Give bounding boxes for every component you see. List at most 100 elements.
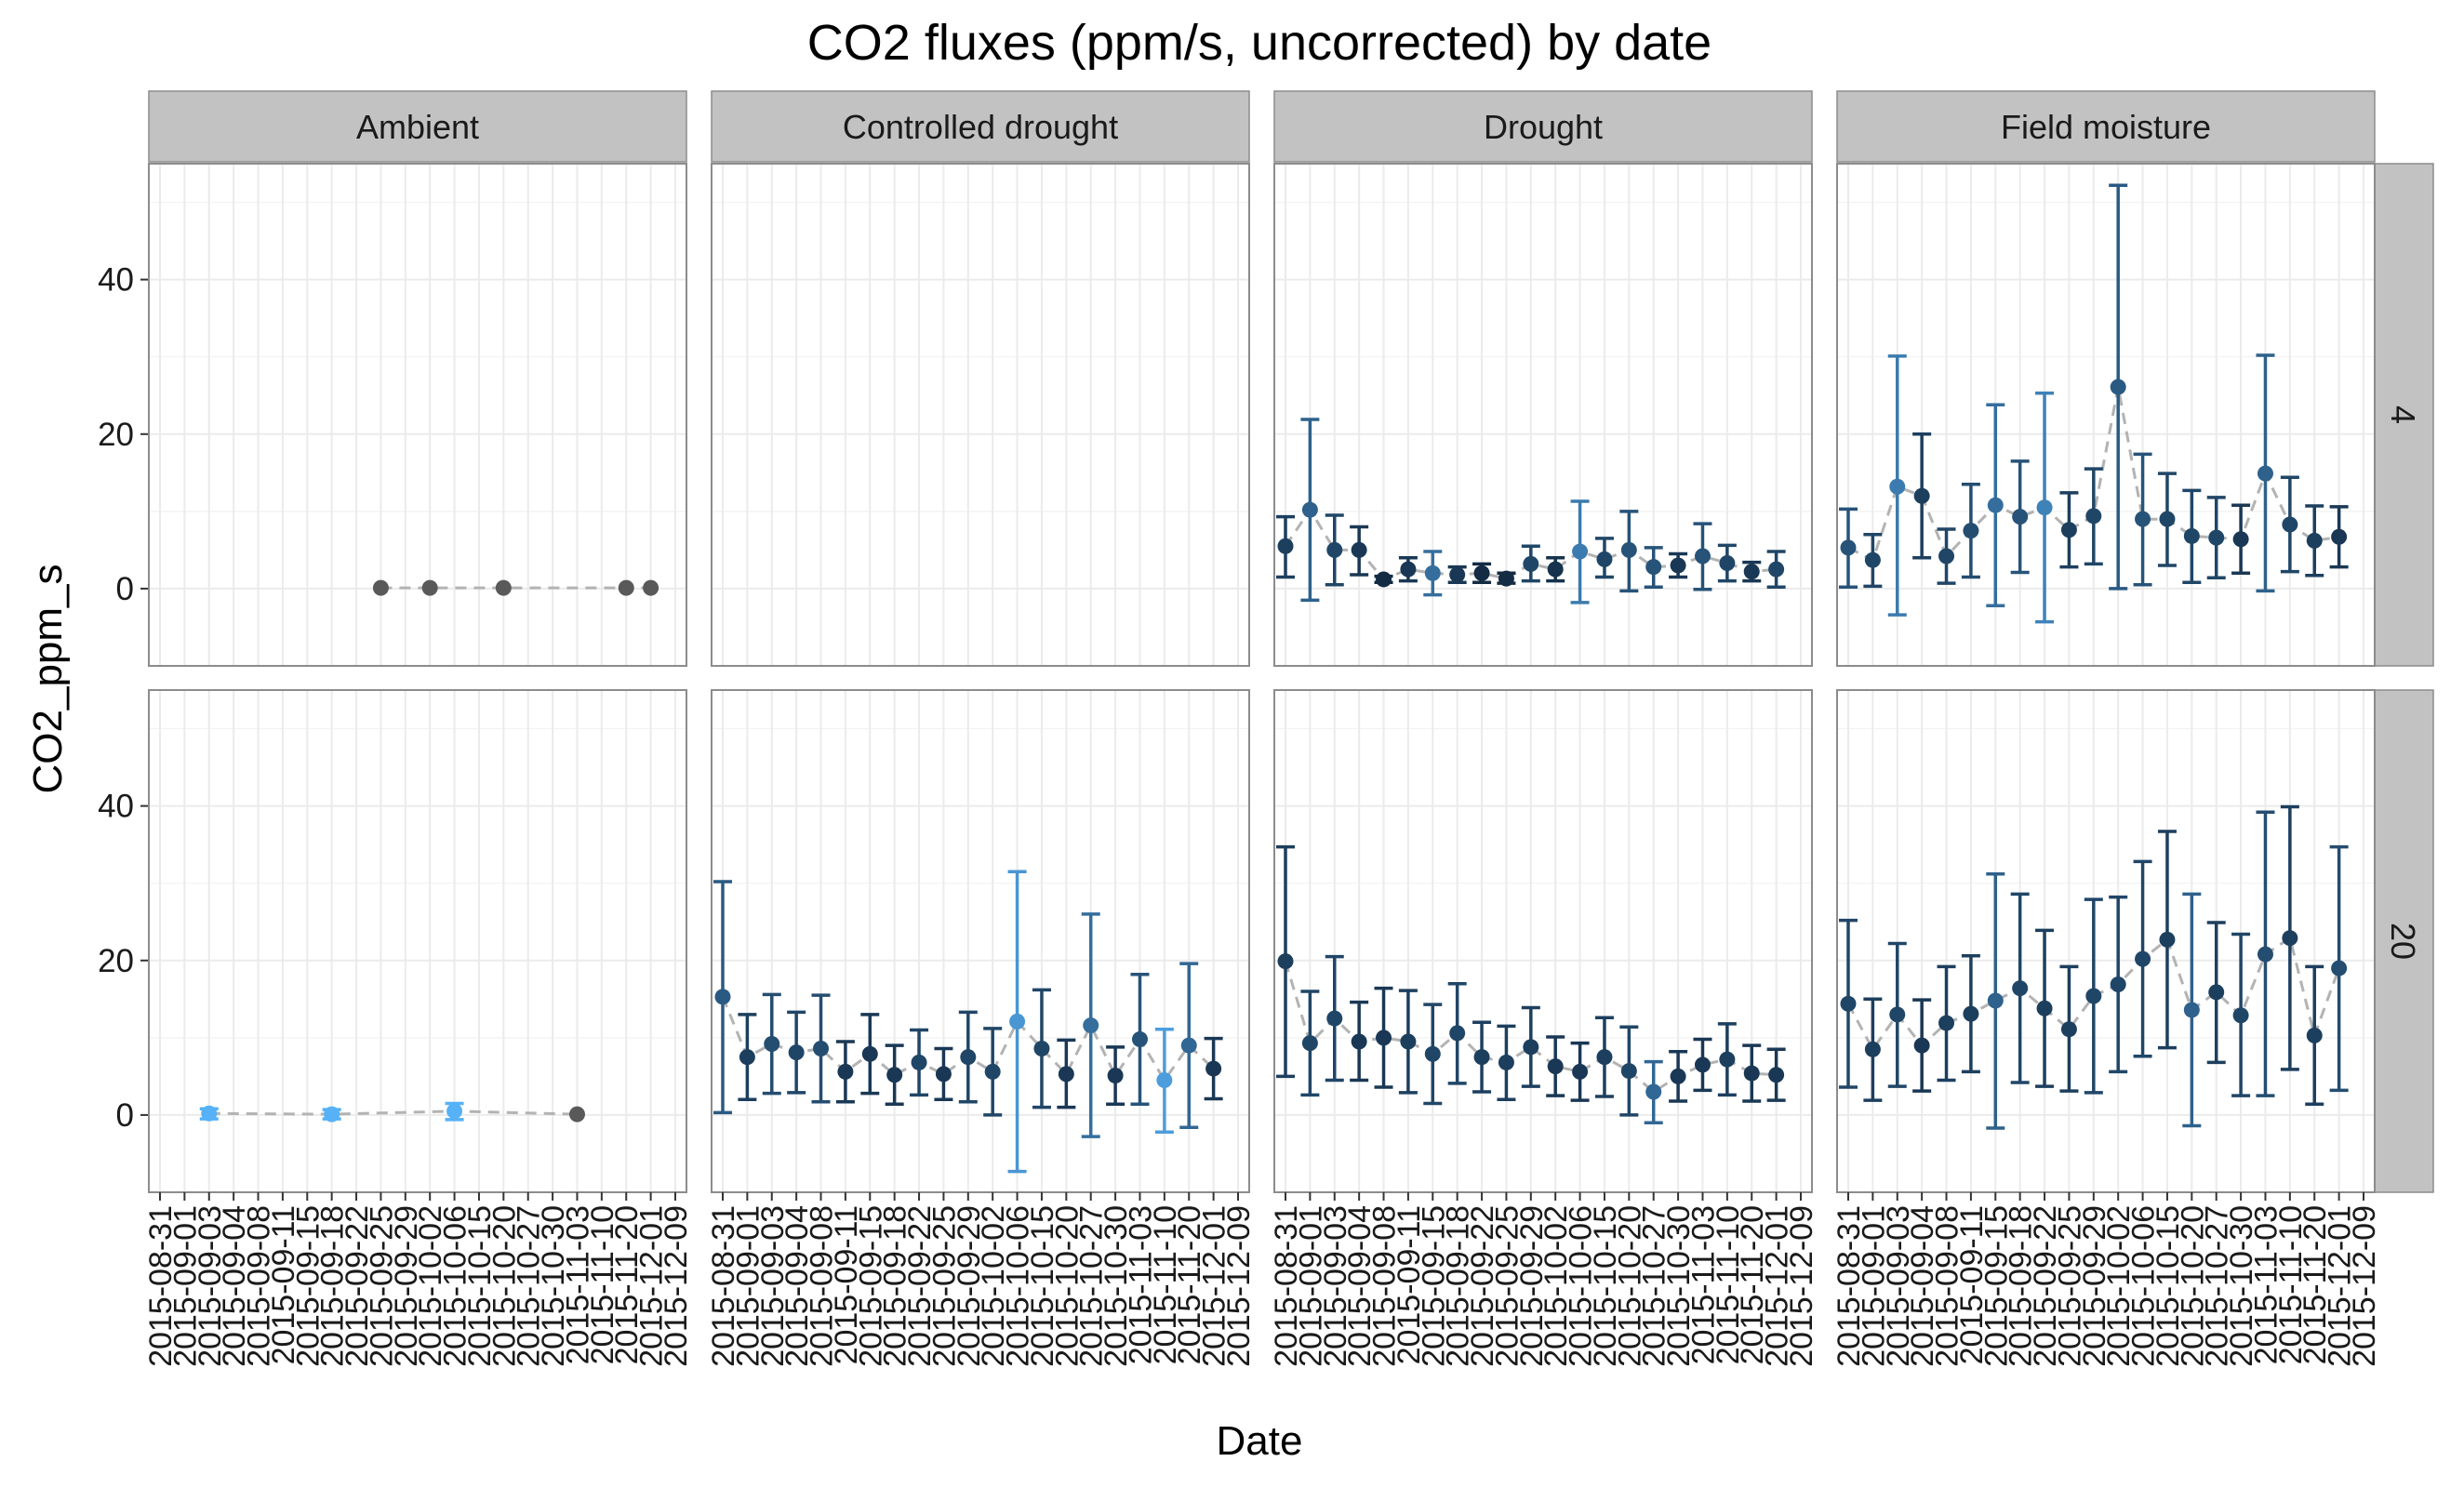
data-point — [813, 1040, 830, 1056]
column-strip-label: Field moisture — [2001, 108, 2211, 146]
x-tick-label: 2015-09-29 — [2077, 1205, 2112, 1367]
x-tick-label: 2015-11-20 — [609, 1205, 645, 1364]
data-point — [2331, 960, 2348, 976]
data-point — [1180, 1037, 1197, 1054]
x-tick-label: 2015-10-30 — [1099, 1205, 1134, 1367]
column-strip: Field moisture — [1836, 90, 2376, 163]
data-point — [1572, 543, 1589, 560]
data-point — [1864, 551, 1881, 568]
facet-panel — [148, 163, 687, 667]
series-line — [1284, 961, 1777, 1094]
data-point — [1498, 1054, 1514, 1070]
x-tick-label: 2015-09-29 — [1514, 1205, 1550, 1367]
data-point — [2060, 522, 2077, 538]
data-point — [2159, 931, 2176, 948]
panel-background — [149, 690, 686, 1192]
column-strip: Drought — [1273, 90, 1813, 163]
panel-border — [1836, 689, 2376, 1193]
column-strip-bg — [1273, 90, 1813, 163]
panel-border — [1273, 163, 1813, 667]
x-tick-label: 2015-10-27 — [512, 1205, 547, 1367]
column-strip-bg — [1836, 90, 2376, 163]
x-tick-label: 2015-10-06 — [1564, 1205, 1599, 1367]
data-point — [1889, 478, 1906, 495]
x-tick-label: 2015-10-30 — [1661, 1205, 1697, 1367]
data-point — [2060, 1021, 2077, 1038]
x-tick-label: 2015-08-31 — [706, 1205, 741, 1367]
row-strip: 4 — [2372, 163, 2434, 667]
data-point — [1596, 1049, 1613, 1066]
data-point — [2183, 1002, 2200, 1018]
data-point — [1987, 497, 2004, 513]
column-strip-bg — [711, 90, 1250, 163]
x-tick-label: 2015-11-03 — [560, 1205, 595, 1364]
x-tick-label: 2015-10-15 — [1025, 1205, 1060, 1367]
data-point — [1033, 1040, 1050, 1056]
x-tick-label: 2015-10-15 — [462, 1205, 498, 1367]
data-point — [1083, 1017, 1099, 1034]
data-point — [201, 1105, 218, 1122]
x-tick-label: 2015-10-02 — [1538, 1205, 1574, 1367]
data-point — [2085, 508, 2102, 525]
data-point — [1400, 561, 1417, 578]
x-tick-label: 2015-08-31 — [143, 1205, 179, 1367]
data-point — [2012, 980, 2029, 997]
x-tick-label: 2015-12-01 — [1760, 1205, 1795, 1367]
data-point — [1596, 551, 1613, 567]
data-point — [2208, 984, 2225, 1001]
data-point — [1376, 1030, 1392, 1046]
data-point — [1131, 1031, 1148, 1048]
data-point — [324, 1106, 340, 1123]
data-point — [739, 1049, 755, 1066]
x-tick-label: 2015-09-25 — [1489, 1205, 1525, 1367]
x-tick-label: 2015-09-11 — [1392, 1205, 1427, 1364]
data-point — [2135, 950, 2151, 967]
series-line — [208, 1109, 578, 1116]
x-tick-label: 2015-09-15 — [1416, 1205, 1451, 1367]
x-tick-label: 2015-11-20 — [1735, 1205, 1770, 1364]
data-point — [1473, 565, 1490, 581]
data-point — [2232, 531, 2249, 548]
data-point — [1376, 571, 1392, 588]
data-point — [2036, 1000, 2053, 1016]
data-point — [2183, 527, 2200, 544]
data-point — [788, 1044, 805, 1061]
x-tick-label: 2015-09-01 — [730, 1205, 766, 1367]
data-point — [1156, 1072, 1173, 1089]
x-tick-label: 2015-10-30 — [536, 1205, 571, 1367]
data-point — [2110, 379, 2126, 395]
y-tick-label: 40 — [98, 262, 134, 299]
x-tick-label: 2015-12-01 — [1197, 1205, 1232, 1367]
data-point — [1058, 1066, 1074, 1083]
data-point — [1719, 555, 1736, 572]
data-point — [1351, 541, 1367, 558]
panel-background — [1837, 164, 2375, 666]
column-strip: Controlled drought — [711, 90, 1250, 163]
data-point — [618, 579, 634, 596]
data-point — [1498, 570, 1514, 587]
facet-panel — [148, 689, 687, 1193]
panel-background — [1274, 164, 1812, 666]
x-tick-label: 2015-10-27 — [2200, 1205, 2235, 1367]
data-point — [495, 579, 512, 596]
x-tick-label: 2015-11-20 — [1172, 1205, 1207, 1364]
data-point — [1572, 1063, 1589, 1080]
x-tick-label: 2015-10-27 — [1637, 1205, 1672, 1367]
x-tick-label: 2015-12-01 — [2323, 1205, 2358, 1367]
x-tick-label: 2015-09-22 — [2028, 1205, 2063, 1367]
data-point — [1326, 1010, 1343, 1027]
x-tick-label: 2015-10-02 — [2101, 1205, 2137, 1367]
y-tick-label: 0 — [116, 1097, 134, 1134]
x-tick-label: 2015-08-31 — [1269, 1205, 1304, 1367]
data-point — [1768, 561, 1785, 578]
data-point — [1913, 1037, 1930, 1054]
x-tick-label: 2015-10-06 — [2126, 1205, 2162, 1367]
data-point — [1694, 548, 1711, 565]
data-point — [2282, 516, 2298, 533]
chart-title: CO2 fluxes (ppm/s, uncorrected) by date — [807, 15, 1711, 71]
row-strip: 20 — [2372, 689, 2434, 1193]
data-point — [2110, 976, 2126, 993]
data-point — [1963, 1005, 1979, 1022]
x-tick-label: 2015-10-06 — [1001, 1205, 1036, 1367]
x-tick-label: 2015-09-03 — [1881, 1205, 1916, 1367]
